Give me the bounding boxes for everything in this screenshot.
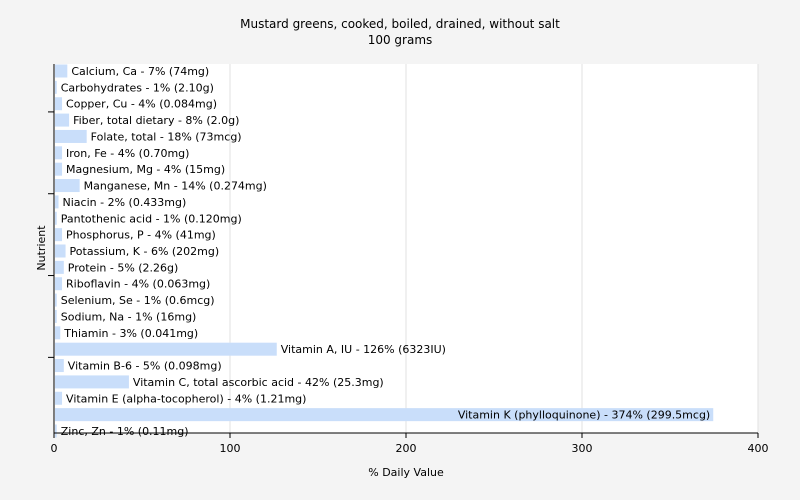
bar-label: Selenium, Se - 1% (0.6mcg) bbox=[61, 294, 215, 307]
bar-label: Calcium, Ca - 7% (74mg) bbox=[71, 65, 209, 78]
bar-label: Fiber, total dietary - 8% (2.0g) bbox=[73, 114, 239, 127]
bar-label: Potassium, K - 6% (202mg) bbox=[70, 245, 220, 258]
bar bbox=[55, 260, 64, 274]
bar-label: Zinc, Zn - 1% (0.11mg) bbox=[61, 425, 189, 438]
bar-label: Iron, Fe - 4% (0.70mg) bbox=[66, 147, 189, 160]
x-tick-label: 0 bbox=[51, 442, 58, 455]
x-axis-label: % Daily Value bbox=[368, 466, 444, 479]
x-tick-label: 200 bbox=[396, 442, 417, 455]
bar bbox=[55, 228, 63, 242]
bar bbox=[55, 359, 64, 373]
bar-label: Vitamin K (phylloquinone) - 374% (299.5m… bbox=[458, 409, 710, 422]
bar bbox=[55, 391, 63, 405]
bar-label: Magnesium, Mg - 4% (15mg) bbox=[66, 163, 225, 176]
bar-label: Thiamin - 3% (0.041mg) bbox=[63, 327, 198, 340]
bar bbox=[55, 375, 129, 389]
bar-label: Vitamin B-6 - 5% (0.098mg) bbox=[68, 360, 222, 373]
bar bbox=[55, 211, 57, 225]
bar bbox=[55, 293, 57, 307]
bar-label: Pantothenic acid - 1% (0.120mg) bbox=[61, 212, 242, 225]
bar-label: Copper, Cu - 4% (0.084mg) bbox=[66, 98, 217, 111]
x-tick-label: 100 bbox=[220, 442, 241, 455]
bar-label: Niacin - 2% (0.433mg) bbox=[63, 196, 187, 209]
bar-label: Sodium, Na - 1% (16mg) bbox=[61, 310, 197, 323]
bar-label: Folate, total - 18% (73mcg) bbox=[91, 130, 242, 143]
bar-label: Vitamin E (alpha-tocopherol) - 4% (1.21m… bbox=[66, 392, 306, 405]
axis-layer: 0 100 200 300 400 bbox=[48, 64, 769, 455]
bar bbox=[55, 64, 68, 78]
x-tick-label: 300 bbox=[572, 442, 593, 455]
bar bbox=[55, 129, 87, 143]
bar-label: Vitamin A, IU - 126% (6323IU) bbox=[281, 343, 446, 356]
bar-label: Manganese, Mn - 14% (0.274mg) bbox=[84, 180, 267, 193]
bar-label: Vitamin C, total ascorbic acid - 42% (25… bbox=[133, 376, 384, 389]
bar bbox=[55, 342, 277, 356]
bar bbox=[55, 146, 63, 160]
x-tick-label: 400 bbox=[748, 442, 769, 455]
chart-title: Mustard greens, cooked, boiled, drained,… bbox=[240, 17, 560, 31]
bar-layer: Calcium, Ca - 7% (74mg) Carbohydrates - 1… bbox=[55, 64, 714, 438]
bar bbox=[55, 244, 66, 258]
y-axis-label: Nutrient bbox=[35, 225, 48, 271]
bar-label: Phosphorus, P - 4% (41mg) bbox=[66, 229, 216, 242]
chart-subtitle: 100 grams bbox=[367, 33, 433, 47]
bar bbox=[55, 162, 63, 176]
grid-layer bbox=[54, 64, 759, 433]
bar-label: Riboflavin - 4% (0.063mg) bbox=[66, 278, 210, 291]
bar bbox=[55, 97, 63, 111]
bar bbox=[55, 80, 57, 94]
bar-label: Protein - 5% (2.26g) bbox=[68, 261, 179, 274]
bar bbox=[55, 326, 61, 340]
bar bbox=[55, 195, 59, 209]
bar bbox=[55, 179, 80, 193]
bar bbox=[55, 408, 714, 422]
bar bbox=[55, 277, 63, 291]
bar-label: Carbohydrates - 1% (2.10g) bbox=[61, 81, 214, 94]
bar bbox=[55, 424, 57, 438]
bar bbox=[55, 309, 57, 323]
bar bbox=[55, 113, 70, 127]
